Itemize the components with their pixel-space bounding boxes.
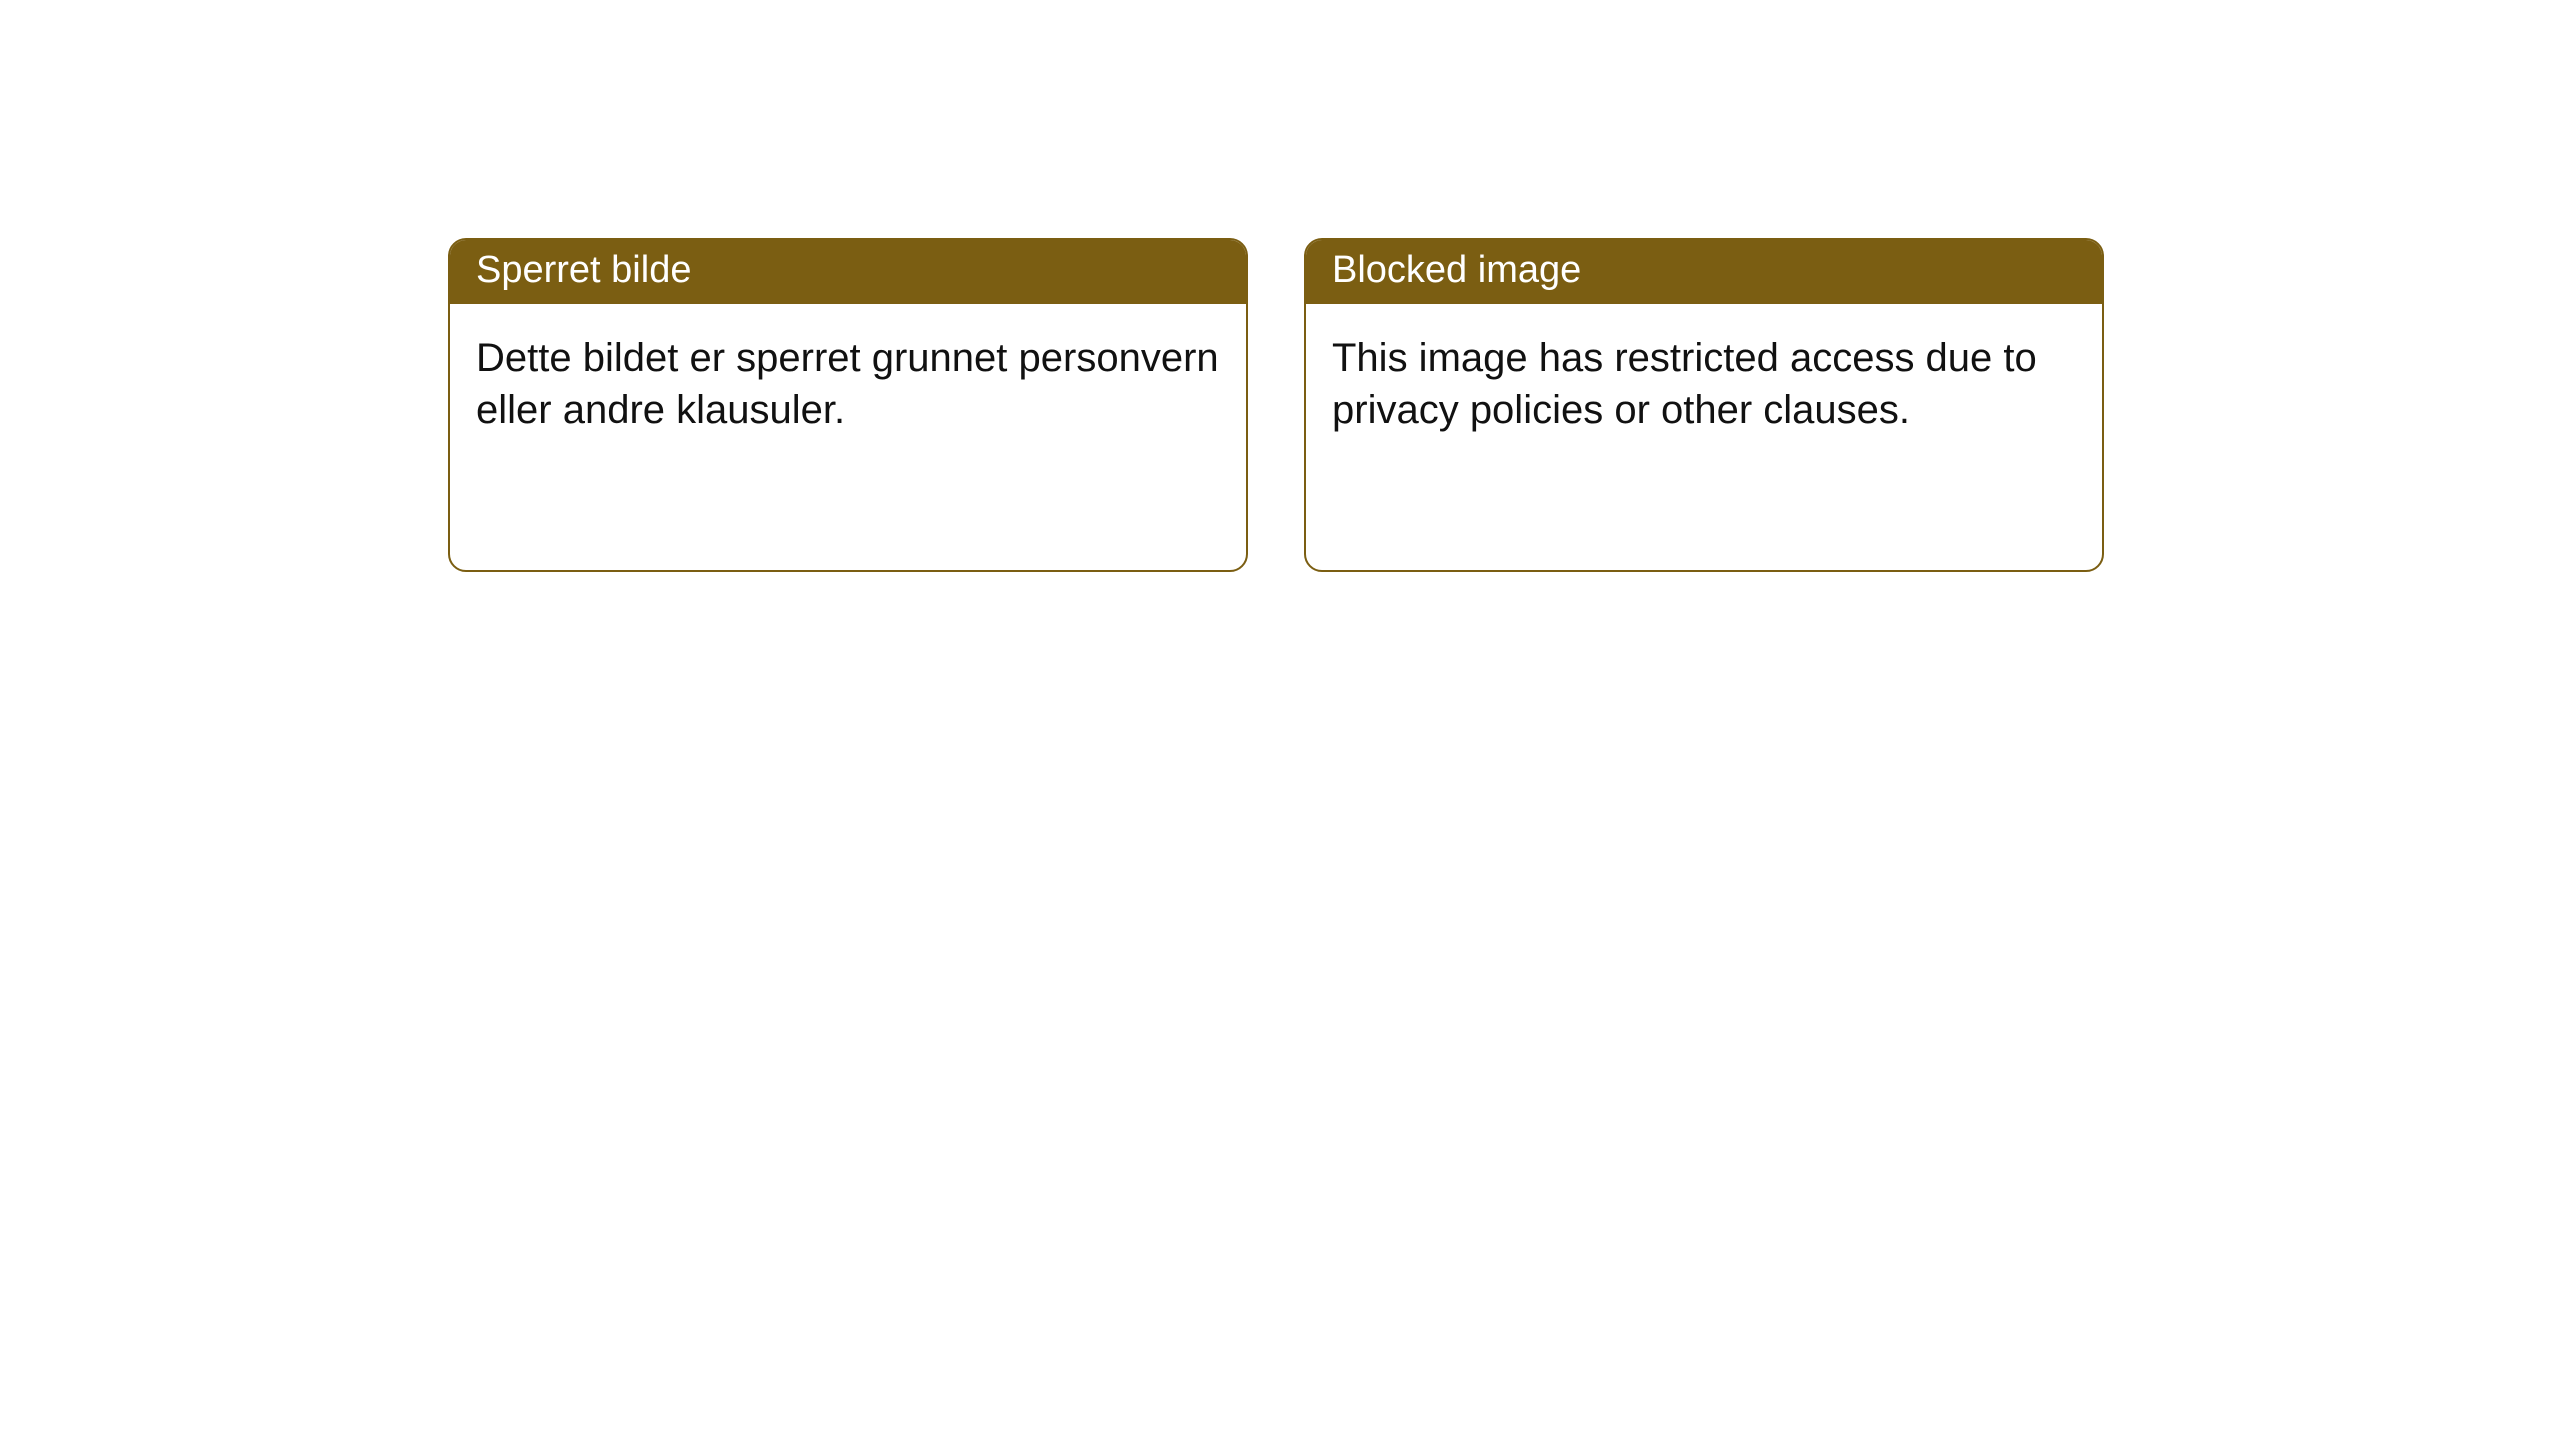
notice-card-no: Sperret bilde Dette bildet er sperret gr… bbox=[448, 238, 1248, 572]
notice-body-no: Dette bildet er sperret grunnet personve… bbox=[450, 304, 1246, 462]
notice-title-en: Blocked image bbox=[1306, 240, 2102, 304]
notice-body-en: This image has restricted access due to … bbox=[1306, 304, 2102, 462]
notice-title-no: Sperret bilde bbox=[450, 240, 1246, 304]
notice-container: Sperret bilde Dette bildet er sperret gr… bbox=[448, 238, 2104, 572]
notice-card-en: Blocked image This image has restricted … bbox=[1304, 238, 2104, 572]
